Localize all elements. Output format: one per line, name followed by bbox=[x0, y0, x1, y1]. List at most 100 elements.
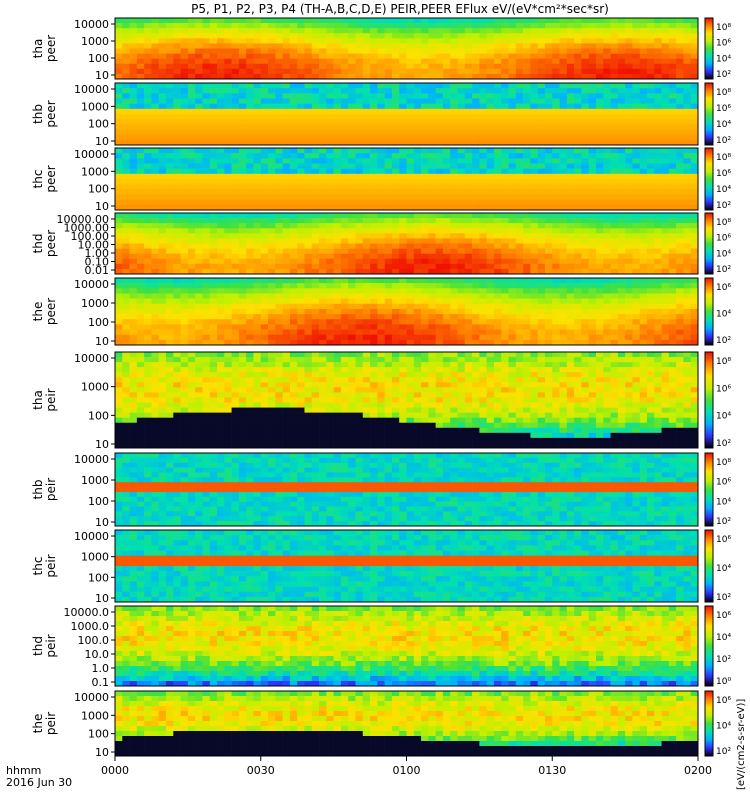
colorbar-tick-label: 10⁶ bbox=[716, 104, 731, 114]
colorbar-tick-label: 10⁸ bbox=[716, 88, 731, 98]
y-tick-label: 100.0 bbox=[78, 634, 110, 647]
spectrogram-cells bbox=[115, 606, 698, 686]
colorbar-tick-label: 10² bbox=[716, 655, 731, 665]
spectrogram-cells bbox=[115, 83, 698, 145]
colorbar-tick-label: 10⁴ bbox=[716, 185, 731, 195]
y-tick-label: 1000 bbox=[81, 709, 109, 722]
y-tick-label: 10000.0 bbox=[64, 606, 110, 619]
plot-frame bbox=[114, 212, 699, 275]
colorbar-tick-label: 10² bbox=[716, 201, 731, 211]
y-tick-label: 10 bbox=[95, 200, 109, 213]
colorbar-tick-label: 10⁶ bbox=[716, 696, 731, 706]
colorbar-tick-label: 10⁸ bbox=[716, 357, 731, 367]
plot-frame bbox=[114, 277, 699, 346]
y-tick-label: 10 bbox=[95, 592, 109, 605]
colorbar-tick-label: 10⁴ bbox=[716, 722, 731, 732]
colorbar-tick-label: 10⁸ bbox=[716, 153, 731, 163]
y-axis-label: peer bbox=[44, 35, 58, 62]
y-axis-label: peir bbox=[44, 712, 58, 735]
colorbar-tick-label: 10⁶ bbox=[716, 611, 731, 621]
colorbar-tick-label: 10² bbox=[716, 265, 731, 275]
y-tick-label: 10 bbox=[95, 335, 109, 348]
plot-frame bbox=[114, 82, 699, 146]
y-axis-label: tha bbox=[31, 390, 45, 410]
colorbar bbox=[704, 452, 714, 527]
y-tick-label: 1.00 bbox=[85, 247, 110, 260]
y-tick-label: 10000 bbox=[74, 691, 109, 704]
x-tick-label: 0000 bbox=[101, 764, 129, 777]
y-tick-label: 100 bbox=[88, 316, 109, 329]
spectrogram-cells bbox=[115, 453, 698, 526]
colorbar bbox=[704, 212, 714, 275]
y-tick-label: 10000.00 bbox=[57, 213, 110, 226]
y-tick-label: 100 bbox=[88, 183, 109, 196]
colorbar-tick-label: 10⁶ bbox=[716, 535, 731, 545]
colorbar bbox=[704, 605, 714, 687]
y-axis-label: thd bbox=[31, 234, 45, 254]
colorbar-tick-label: 10² bbox=[716, 747, 731, 757]
y-tick-label: 10000 bbox=[74, 530, 109, 543]
panel-thc-peer: 10 100 1000 10000 thc peer 10² 10⁴ 10⁶ 10⁸ bbox=[31, 147, 731, 213]
y-tick-label: 10 bbox=[95, 438, 109, 451]
y-tick-label: 1000 bbox=[81, 381, 109, 394]
y-axis-label: peir bbox=[44, 634, 58, 657]
y-tick-label: 1000 bbox=[81, 35, 109, 48]
colorbar-tick-label: 10² bbox=[716, 336, 731, 346]
colorbar-tick-label: 10⁴ bbox=[716, 564, 731, 574]
y-axis-label: peer bbox=[44, 165, 58, 192]
y-tick-label: 100 bbox=[88, 409, 109, 422]
colorbar-tick-label: 10² bbox=[716, 517, 731, 527]
y-tick-label: 10 bbox=[95, 516, 109, 529]
colorbar-tick-label: 10⁴ bbox=[716, 120, 731, 130]
y-tick-label: 10.00 bbox=[78, 239, 110, 252]
y-axis-label: the bbox=[31, 714, 45, 734]
y-tick-label: 0.01 bbox=[85, 264, 110, 277]
colorbar-tick-label: 10⁴ bbox=[716, 249, 731, 259]
plot-frame bbox=[114, 351, 699, 449]
colorbar-tick-label: 10² bbox=[716, 136, 731, 146]
colorbar bbox=[704, 147, 714, 211]
plot-frame bbox=[114, 605, 699, 687]
spectrogram-cells bbox=[115, 530, 698, 602]
y-tick-label: 100 bbox=[88, 495, 109, 508]
time-format-label: hhmm bbox=[6, 764, 41, 777]
y-tick-label: 1000.00 bbox=[64, 222, 110, 235]
colorbar-tick-label: 10⁶ bbox=[716, 39, 731, 49]
y-axis-label: tha bbox=[31, 39, 45, 59]
y-tick-label: 10000 bbox=[74, 18, 109, 31]
panel-thc-peir: 10 100 1000 10000 thc peir 10² 10⁴ 10⁶ bbox=[31, 529, 731, 605]
date-label: 2016 Jun 30 bbox=[6, 776, 72, 789]
colorbar-tick-label: 10⁴ bbox=[716, 633, 731, 643]
plot-frame bbox=[114, 17, 699, 80]
y-tick-label: 1000 bbox=[81, 474, 109, 487]
colorbar-tick-label: 10⁴ bbox=[716, 412, 731, 422]
y-axis-label: peer bbox=[44, 298, 58, 325]
y-tick-label: 100 bbox=[88, 118, 109, 131]
panel-tha-peer: 10 100 1000 10000 tha peer 10² 10⁴ 10⁶ 10⁸ bbox=[31, 17, 731, 82]
panel-thb-peir: 10 100 1000 10000 thb peir 10² 10⁴ 10⁶ 10⁸ bbox=[31, 452, 731, 529]
y-axis-label: thb bbox=[31, 480, 45, 500]
spectrogram-cells bbox=[115, 691, 698, 756]
y-axis-label: thc bbox=[31, 170, 45, 189]
y-tick-label: 1000 bbox=[81, 551, 109, 564]
time-axis: 0000 0030 0100 0130 0200 bbox=[101, 756, 712, 777]
y-axis-label: peir bbox=[44, 478, 58, 501]
y-axis-label: peer bbox=[44, 100, 58, 127]
colorbar bbox=[704, 529, 714, 603]
colorbar-tick-label: 10⁴ bbox=[716, 310, 731, 320]
y-axis-label: the bbox=[31, 302, 45, 322]
plot-frame bbox=[114, 452, 699, 527]
spectrogram-cells bbox=[115, 18, 698, 79]
colorbar-tick-label: 10² bbox=[716, 593, 731, 603]
y-tick-label: 0.1 bbox=[92, 676, 110, 689]
x-tick-label: 0100 bbox=[393, 764, 421, 777]
y-tick-label: 1000 bbox=[81, 165, 109, 178]
y-axis-label: peir bbox=[44, 388, 58, 411]
panel-thb-peer: 10 100 1000 10000 thb peer 10² 10⁴ 10⁶ 10⁸ bbox=[31, 82, 731, 148]
colorbar-tick-label: 10⁶ bbox=[716, 169, 731, 179]
y-tick-label: 10.0 bbox=[85, 648, 110, 661]
y-axis-label: thd bbox=[31, 636, 45, 656]
